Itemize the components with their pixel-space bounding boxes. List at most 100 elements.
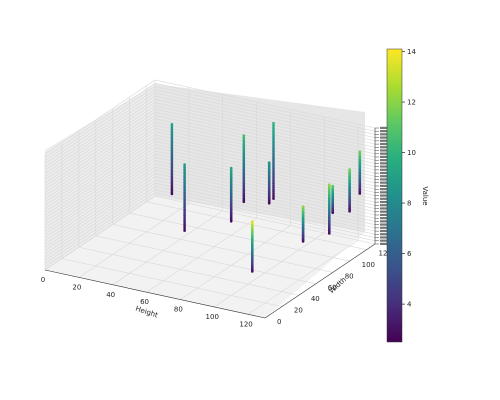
data-point (272, 195, 275, 199)
x-tick-label: 60 (140, 298, 149, 306)
y-axis-line (264, 243, 376, 319)
data-point (272, 144, 275, 148)
colorbar: 4 6 8 10 12 14 Value (386, 48, 429, 343)
x-tick-label: 0 (41, 276, 45, 284)
x-tick-label: 100 (206, 313, 219, 321)
data-point (272, 154, 275, 157)
data-point (272, 176, 275, 180)
data-point (272, 186, 275, 189)
wall-grid-z (44, 86, 376, 161)
wall-grid-z (44, 121, 376, 197)
data-point (301, 205, 305, 208)
data-point (170, 140, 174, 143)
data-point (170, 143, 174, 147)
data-point (229, 166, 233, 170)
data-point (170, 178, 174, 182)
z-tick-label (380, 162, 389, 165)
z-axis-ticks (375, 126, 389, 245)
wall-grid-z (44, 137, 376, 213)
x-tick-label: 20 (72, 283, 81, 291)
data-point (272, 157, 275, 161)
data-point (170, 157, 174, 161)
z-tick-label (380, 213, 389, 216)
data-point (272, 155, 275, 159)
z-tick-label (380, 171, 389, 175)
z-tick-label (380, 142, 389, 146)
wall-grid-z (44, 144, 376, 219)
data-point (272, 182, 275, 185)
z-tick-label (380, 149, 389, 152)
wall-grid-z (44, 95, 376, 171)
data-point (272, 142, 275, 146)
data-point (170, 152, 174, 156)
data-point (170, 135, 174, 138)
data-point (272, 140, 275, 144)
data-point (272, 138, 275, 142)
wall-grid-z (44, 111, 376, 187)
wall-grid-z (44, 195, 376, 271)
x-tick-label: 40 (106, 291, 115, 299)
z-tick-label (380, 194, 389, 197)
colorbar-tick-label: 12 (407, 99, 416, 107)
z-tick-label (380, 204, 389, 207)
data-point (272, 189, 275, 193)
data-point (272, 174, 275, 178)
z-tick-label (380, 210, 389, 213)
data-point (183, 163, 186, 166)
z-tick-label (380, 146, 389, 149)
data-point (272, 180, 275, 183)
wall-grid-z (44, 166, 376, 242)
floor-grid-y (129, 212, 350, 262)
z-tick-label (380, 155, 389, 158)
data-point (272, 152, 275, 155)
data-point (170, 126, 174, 130)
wall-grid-z (44, 179, 376, 255)
wall-grid-z (44, 169, 376, 245)
data-point (170, 183, 174, 187)
data-point (272, 123, 275, 127)
wall-grid-z (44, 189, 376, 264)
data-point (328, 183, 331, 186)
z-tick-label (380, 200, 389, 204)
data-point (272, 169, 275, 172)
floor-grid-x (78, 203, 190, 278)
wall-grid-z (44, 160, 376, 235)
data-point (170, 131, 174, 135)
z-tick-label (380, 139, 389, 142)
y-tick-label: 120 (379, 250, 392, 258)
data-point (272, 133, 275, 136)
data-point (267, 161, 271, 164)
data-point (272, 135, 275, 138)
wall-grid-z (44, 108, 376, 184)
x-tick-label: 80 (174, 306, 183, 314)
data-point (272, 148, 275, 151)
wall-grid-z (44, 89, 376, 164)
floor-grid-x (112, 210, 223, 286)
wall-grid-z (44, 128, 376, 203)
z-tick-label (380, 226, 389, 229)
wall-grid-z (44, 82, 376, 158)
x-axis-line (44, 269, 266, 319)
data-point (272, 127, 275, 131)
wall-grid-z (44, 131, 376, 206)
wall-grid-z (44, 192, 376, 268)
colorbar-ticks: 4 6 8 10 12 14 (402, 48, 416, 309)
y-tick-label: 60 (328, 284, 337, 292)
data-point (170, 161, 174, 164)
z-tick-label (380, 242, 389, 245)
wall-grid-z (44, 176, 376, 251)
data-point (358, 150, 362, 153)
wall-grid-z (44, 147, 376, 222)
wall-grid-z (44, 186, 376, 261)
x-tick-label: 120 (239, 320, 252, 328)
z-tick-label (380, 184, 389, 187)
z-tick-label (380, 191, 389, 194)
wall-grid-z (44, 115, 376, 190)
colorbar-label: Value (421, 186, 429, 205)
data-point (272, 150, 275, 153)
data-point (170, 166, 174, 170)
data-point (272, 125, 275, 129)
wall-grid-z (44, 92, 376, 168)
x-axis-label: Height (134, 305, 159, 320)
